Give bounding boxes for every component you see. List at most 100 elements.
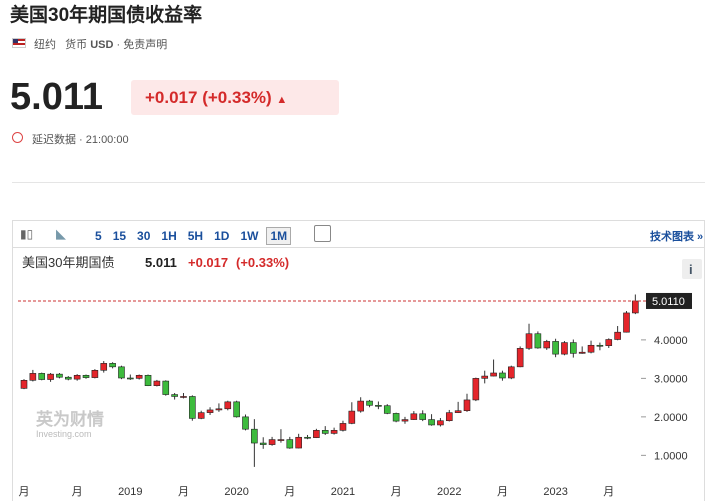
x-tick-label: 2021	[331, 486, 355, 498]
candle-body	[171, 394, 178, 397]
x-tick-label: 2019	[118, 486, 142, 498]
candle-body	[304, 436, 311, 439]
candle-body	[419, 413, 427, 420]
interval-button[interactable]: 30	[137, 229, 151, 243]
area-icon[interactable]: ◣	[56, 226, 66, 241]
candle-body	[499, 372, 506, 379]
candle-body	[162, 380, 170, 395]
candle-body	[375, 405, 382, 407]
info-button[interactable]	[682, 259, 702, 279]
delay: 延迟数据 · 21:00:00	[32, 134, 129, 146]
candle-body	[259, 442, 267, 445]
interval-button[interactable]: 15	[112, 229, 127, 243]
candle-body	[472, 378, 480, 401]
candle-body	[578, 351, 586, 354]
x-tick-label: 月	[19, 486, 30, 498]
candle-body	[224, 401, 232, 410]
x-tick-label: 月	[178, 486, 189, 498]
location: 纽约	[34, 39, 56, 51]
candle-body	[570, 342, 577, 354]
candle-body	[445, 412, 453, 422]
toolbar-divider	[12, 247, 705, 248]
candle-body	[525, 333, 533, 349]
candle-body	[401, 419, 409, 422]
interval-button[interactable]: 1M	[266, 227, 292, 245]
candle-body	[56, 373, 63, 378]
chart: 美国30年期国债 5.011 +0.017 (+0.33%) i 英为财情 In…	[18, 255, 702, 498]
change: +0.017	[145, 88, 198, 107]
interval-button[interactable]: 5H	[187, 229, 204, 243]
candle-body	[233, 401, 240, 418]
currency-label: 货币	[65, 39, 88, 51]
candle-body	[339, 423, 347, 431]
info-icon: i	[689, 262, 693, 277]
interval-button[interactable]: 5	[95, 229, 102, 243]
clock-icon	[12, 132, 23, 143]
candle-body	[330, 430, 338, 434]
candle-body	[632, 300, 639, 314]
tech-chart-link[interactable]: 技术图表 »	[650, 231, 704, 243]
candle-body	[82, 374, 90, 378]
x-tick-label: 月	[603, 486, 614, 498]
x-tick-label: 月	[497, 486, 508, 498]
candle-body	[348, 410, 356, 424]
x-tick-label: 月	[72, 486, 83, 498]
candle-body	[65, 376, 72, 380]
candle-body	[127, 377, 134, 380]
candle-body	[516, 348, 524, 368]
candle-body	[543, 341, 551, 349]
interval-button[interactable]: 1H	[161, 229, 177, 243]
title: 美国30年期国债收益率	[10, 5, 203, 26]
candle-body	[91, 369, 99, 378]
disclaimer[interactable]: · 免责声明	[116, 39, 168, 51]
candle-body	[215, 408, 223, 411]
interval-button[interactable]: 1D	[214, 229, 230, 243]
currency: USD	[90, 39, 114, 51]
interval-button[interactable]: 1W	[240, 229, 259, 243]
candle-body	[109, 363, 116, 368]
chart-frame	[12, 220, 705, 501]
candle-body	[251, 428, 258, 444]
candle-body	[534, 333, 542, 349]
watermark-site: Investing.com	[36, 429, 92, 439]
y-tick-label: 3.0000	[654, 373, 688, 385]
y-tick-label: 4.0000	[654, 335, 688, 347]
legend-value: 5.011	[145, 255, 177, 270]
x-tick-label: 月	[284, 486, 295, 498]
candle-body	[277, 439, 285, 441]
legend-name: 美国30年期国债	[22, 255, 114, 270]
candle-body	[286, 439, 294, 449]
intervals: 5 15 30 1H 5H 1D 1W 1M	[92, 227, 296, 245]
settings-icon[interactable]	[314, 225, 331, 242]
candle-body	[357, 400, 364, 412]
candle-icon[interactable]: ▮▯	[20, 227, 34, 241]
price: 5.011	[10, 76, 103, 118]
candle-body	[20, 380, 28, 389]
candle-body	[206, 409, 214, 413]
x-tick-label: 2023	[543, 486, 567, 498]
candle-body	[596, 344, 604, 347]
x-tick-label: 月	[391, 486, 402, 498]
change-pct: (+0.33%)	[202, 88, 272, 107]
candle-body	[614, 331, 621, 340]
x-tick-label: 2020	[224, 486, 248, 498]
candle-body	[392, 413, 400, 422]
flag	[12, 38, 26, 48]
x-tick-label: 2022	[437, 486, 461, 498]
candle-body	[490, 372, 497, 377]
candle-body	[463, 399, 471, 412]
candle-body	[561, 342, 568, 355]
candle-body	[197, 412, 205, 419]
candle-body	[38, 373, 46, 380]
candle-body	[587, 344, 595, 353]
candle-body	[507, 366, 515, 379]
last-price-label: 5.0110	[652, 296, 685, 308]
candle-body	[268, 439, 276, 445]
legend-change: +0.017	[188, 255, 228, 270]
y-tick-label: 2.0000	[654, 412, 688, 424]
watermark-brand: 英为财情	[36, 409, 104, 429]
meta: 纽约 货币 USD · 免责声明	[34, 36, 167, 52]
legend-change-pct: (+0.33%)	[236, 255, 289, 270]
candle-body	[242, 416, 249, 430]
